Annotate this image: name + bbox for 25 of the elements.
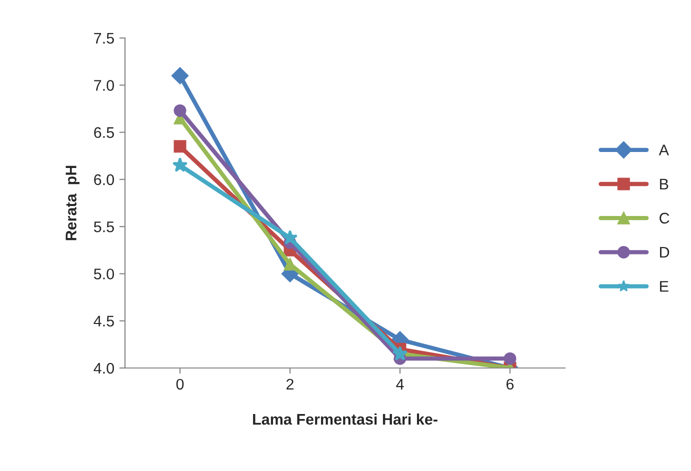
y-tick-label: 6.0 xyxy=(94,174,114,186)
x-axis-title: Lama Fermentasi Hari ke- xyxy=(253,413,438,425)
x-tick-label: 4 xyxy=(396,378,404,390)
legend-label: D xyxy=(660,247,670,258)
legend-label: A xyxy=(658,144,669,156)
point xyxy=(282,230,298,245)
point xyxy=(504,352,516,365)
point xyxy=(174,140,186,153)
y-tick-label: 4.0 xyxy=(94,362,114,374)
x-tick-label: 0 xyxy=(176,378,184,390)
y-tick-label: 5.0 xyxy=(94,268,114,280)
y-tick-label: 7.0 xyxy=(94,80,114,91)
y-tick-label: 4.5 xyxy=(94,316,114,327)
legend-label: E xyxy=(660,281,668,292)
y-tick-label: 5.5 xyxy=(94,222,114,232)
point xyxy=(174,104,186,117)
point xyxy=(171,67,189,84)
x-tick-label: 6 xyxy=(506,378,514,390)
x-tick-label: 2 xyxy=(286,378,294,390)
point xyxy=(172,157,188,172)
y-axis-title: Rerata pH xyxy=(66,166,80,240)
y-tick-label: 6.5 xyxy=(94,127,114,138)
legend-label: B xyxy=(660,178,668,190)
y-tick-label: 7.5 xyxy=(94,33,114,44)
legend-label: C xyxy=(660,212,670,224)
